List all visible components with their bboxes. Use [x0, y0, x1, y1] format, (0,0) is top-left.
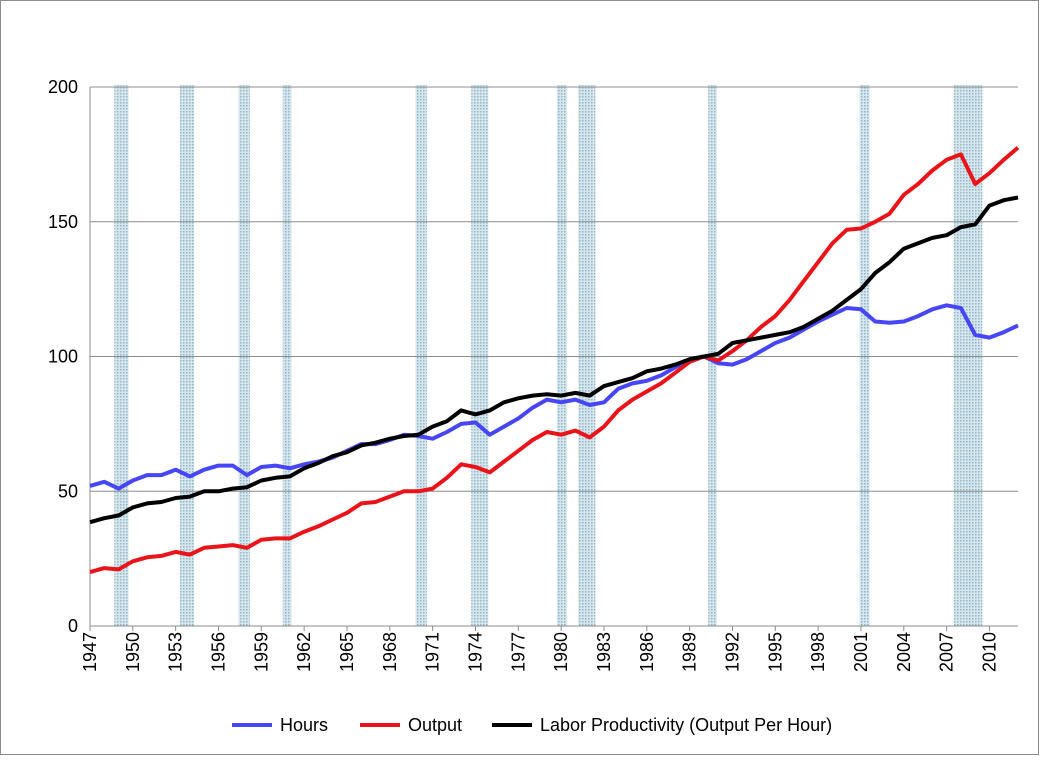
x-tick-label: 1992 [722, 632, 742, 672]
x-tick-label: 1962 [294, 632, 314, 672]
legend: Hours Output Labor Productivity (Output Pe… [232, 715, 832, 735]
recession-band [114, 85, 129, 626]
y-tick-label: 0 [68, 616, 78, 636]
legend-label: Labor Productivity (Output Per Hour) [540, 715, 832, 735]
recession-band [179, 85, 195, 626]
x-tick-label: 1956 [208, 632, 228, 672]
y-tick-label: 50 [58, 481, 78, 501]
x-tick-label: 1983 [594, 632, 614, 672]
x-tick-label: 1989 [680, 632, 700, 672]
recession-band [415, 85, 427, 626]
recession-band [282, 85, 292, 626]
x-tick-label: 2007 [937, 632, 957, 672]
y-tick-label: 200 [48, 77, 78, 97]
recession-band [471, 85, 489, 626]
x-tick-label: 1995 [765, 632, 785, 672]
x-tick-label: 1947 [80, 632, 100, 672]
legend-label: Output [408, 715, 462, 735]
recession-band [578, 85, 596, 626]
x-tick-label: 1980 [551, 632, 571, 672]
x-tick-label: 2001 [851, 632, 871, 672]
x-tick-label: 1953 [166, 632, 186, 672]
series-line [89, 195, 1019, 525]
x-tick-label: 1998 [808, 632, 828, 672]
recession-band [556, 85, 567, 626]
x-tick-label: 1968 [380, 632, 400, 672]
y-tick-label: 100 [48, 347, 78, 367]
lines [89, 146, 1020, 575]
x-tick-label: 1950 [123, 632, 143, 672]
x-tick-label: 1965 [337, 632, 357, 672]
x-tick-label: 1986 [637, 632, 657, 672]
x-tick-label: 1971 [423, 632, 443, 672]
x-tick-label: 1959 [251, 632, 271, 672]
recession-band [238, 85, 250, 626]
legend-label: Hours [280, 715, 328, 735]
x-tick-label: 2010 [979, 632, 999, 672]
x-tick-label: 1977 [508, 632, 528, 672]
x-tick-label: 1974 [465, 632, 485, 672]
recession-band [859, 85, 870, 626]
x-tick-label: 2004 [894, 632, 914, 672]
axes: 0 50 100 150 200 1947 1950 1953 1956 1959 1962 1965… [48, 77, 1018, 672]
recession-band [953, 85, 983, 626]
series-line [89, 146, 1020, 575]
series-line [89, 303, 1019, 491]
y-tick-label: 150 [48, 212, 78, 232]
